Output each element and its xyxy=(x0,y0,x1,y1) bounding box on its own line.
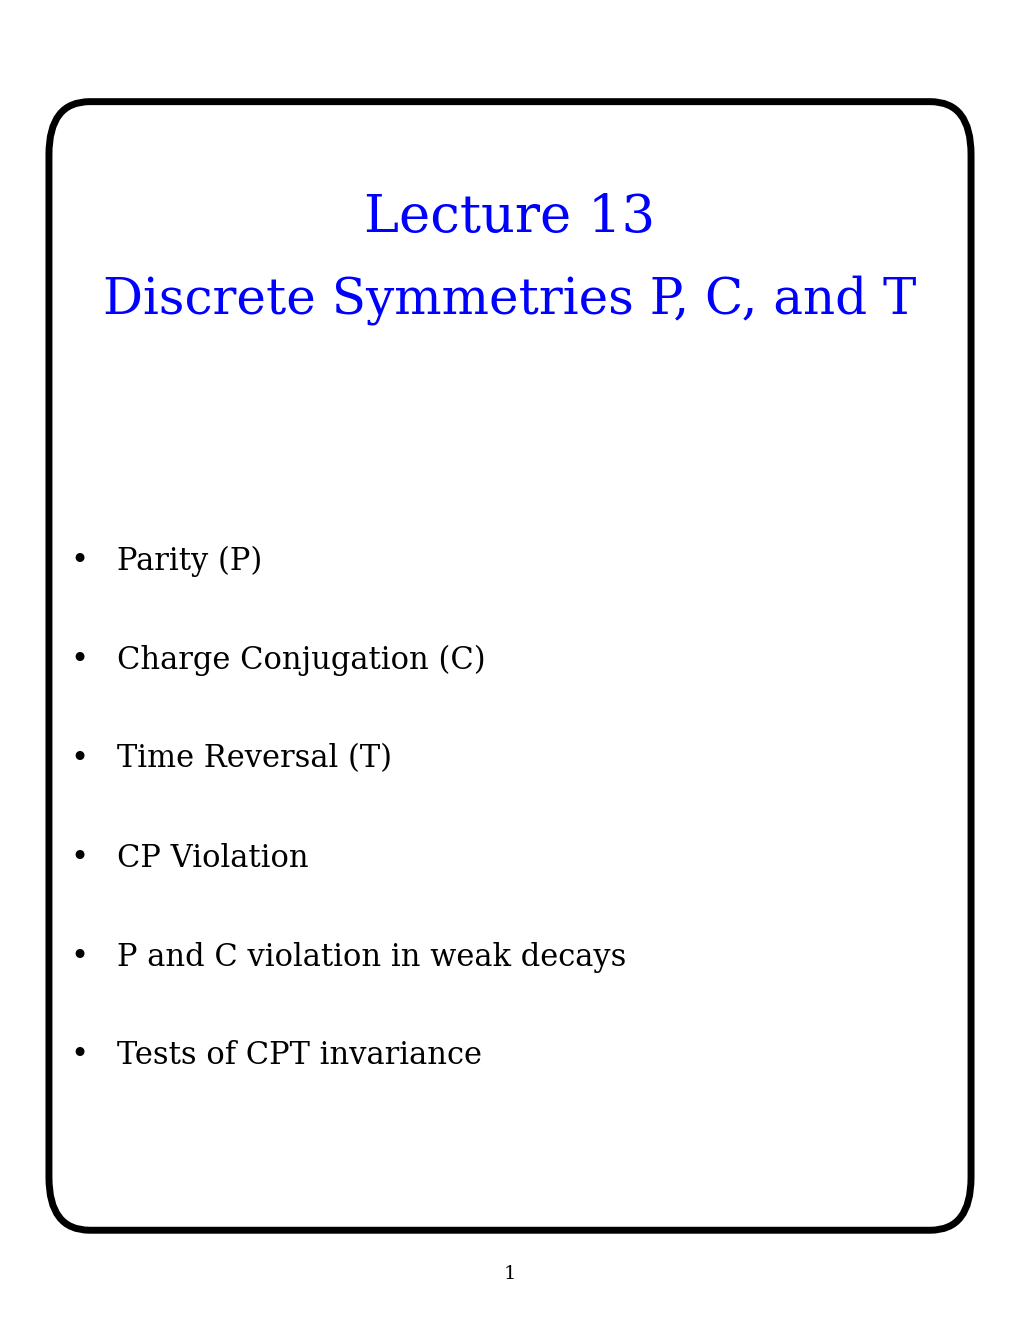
Text: •: • xyxy=(70,941,89,973)
Text: •: • xyxy=(70,644,89,676)
Text: Time Reversal (T): Time Reversal (T) xyxy=(117,743,392,775)
Text: Discrete Symmetries P, C, and T: Discrete Symmetries P, C, and T xyxy=(103,275,916,325)
Text: Tests of CPT invariance: Tests of CPT invariance xyxy=(117,1040,482,1072)
Text: •: • xyxy=(70,743,89,775)
Text: Lecture 13: Lecture 13 xyxy=(364,193,655,243)
Text: •: • xyxy=(70,1040,89,1072)
Text: Charge Conjugation (C): Charge Conjugation (C) xyxy=(117,644,485,676)
FancyBboxPatch shape xyxy=(49,102,970,1230)
Text: 1: 1 xyxy=(503,1265,516,1283)
Text: Parity (P): Parity (P) xyxy=(117,545,262,577)
Text: •: • xyxy=(70,545,89,577)
Text: CP Violation: CP Violation xyxy=(117,842,309,874)
Text: P and C violation in weak decays: P and C violation in weak decays xyxy=(117,941,626,973)
Text: •: • xyxy=(70,842,89,874)
